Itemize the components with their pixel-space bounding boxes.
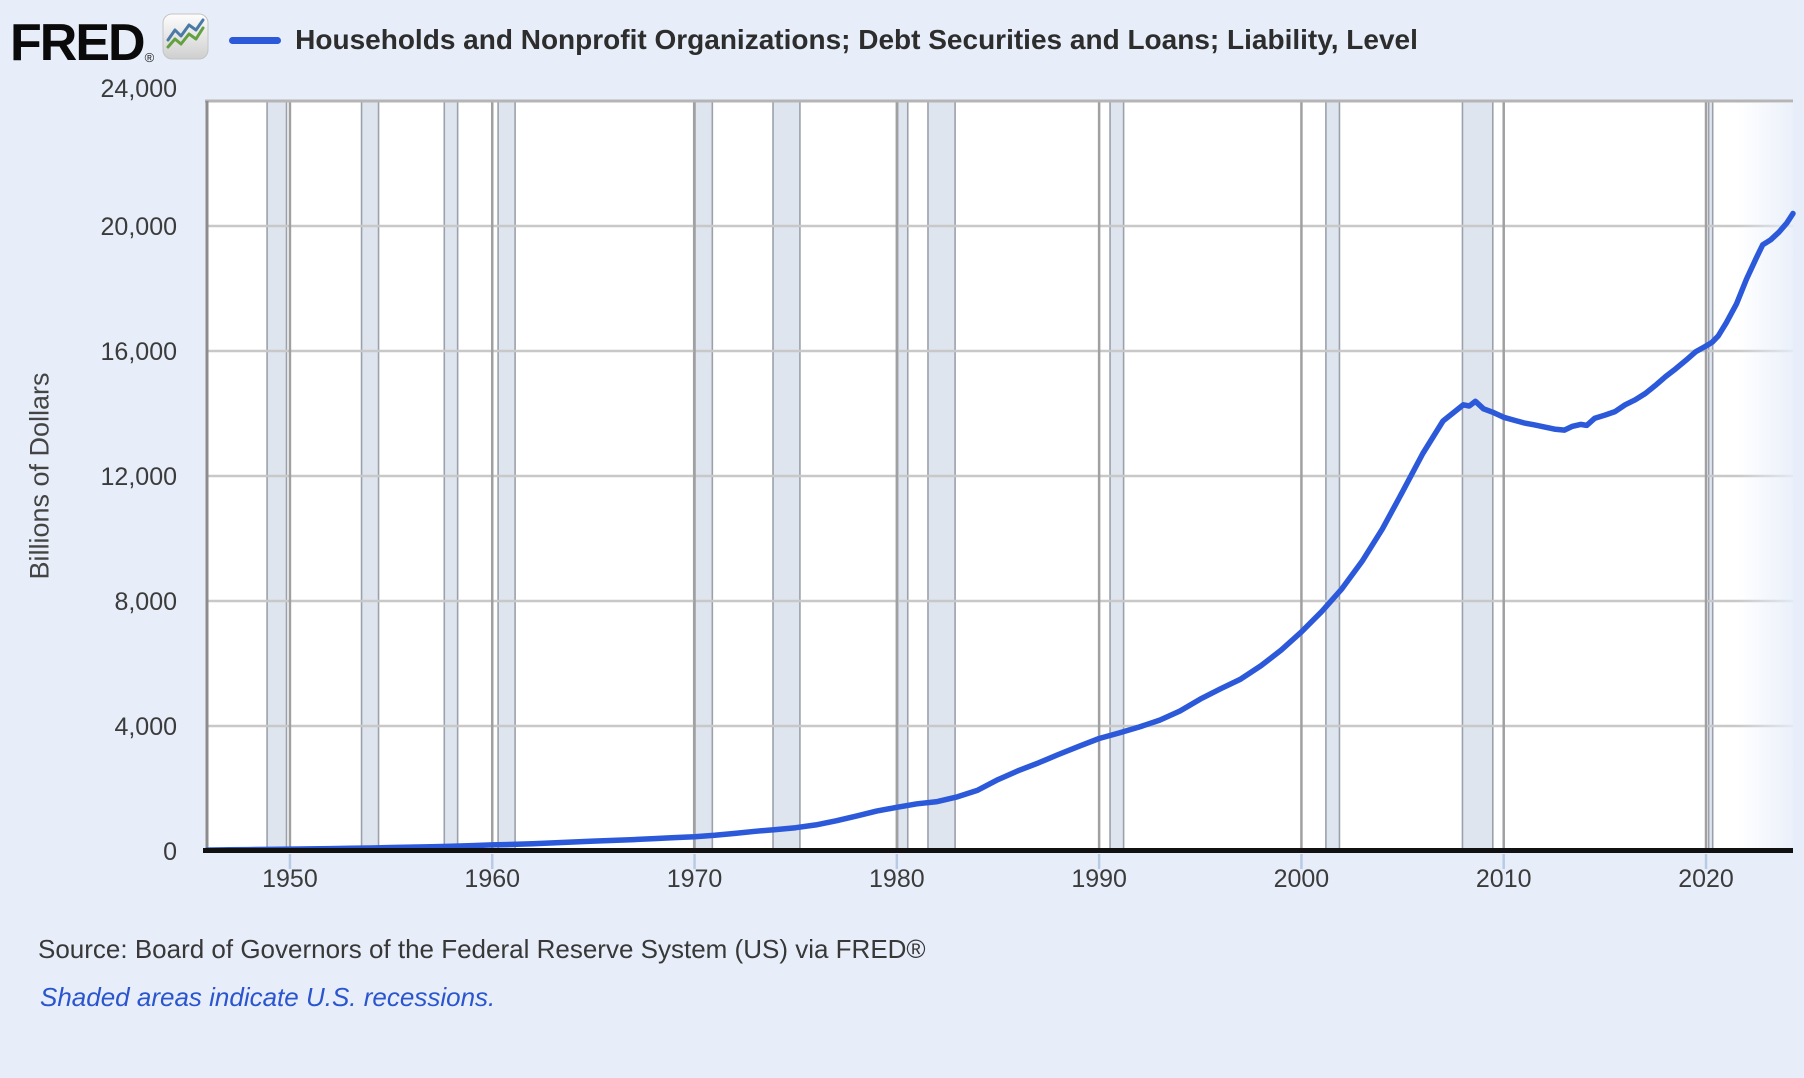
fred-logo-text: FRED bbox=[10, 14, 146, 72]
x-tick-label: 1970 bbox=[667, 865, 723, 893]
y-tick-label: 16,000 bbox=[101, 338, 177, 366]
source-attribution: Source: Board of Governors of the Federa… bbox=[38, 934, 926, 964]
x-tick-label: 1980 bbox=[869, 865, 925, 893]
fred-sparkline-icon bbox=[162, 13, 209, 65]
fred-logo[interactable]: FRED ® bbox=[10, 13, 209, 72]
chart-header: FRED ® Households and Nonprofit Organiza… bbox=[10, 12, 1418, 72]
x-tick-label: 2020 bbox=[1678, 865, 1734, 893]
y-tick-label: 4,000 bbox=[114, 713, 177, 741]
x-tick-label: 1960 bbox=[464, 865, 520, 893]
recession-note: Shaded areas indicate U.S. recessions. bbox=[40, 982, 496, 1012]
x-tick-label: 2010 bbox=[1476, 865, 1532, 893]
y-tick-label: 8,000 bbox=[114, 588, 177, 616]
x-tick-label: 1950 bbox=[262, 865, 318, 893]
plot-right-fade bbox=[1738, 103, 1793, 850]
y-tick-label: 20,000 bbox=[101, 213, 177, 241]
y-tick-label: 12,000 bbox=[101, 463, 177, 491]
x-tick-label: 1990 bbox=[1071, 865, 1127, 893]
x-tick-label: 2000 bbox=[1274, 865, 1330, 893]
series-line bbox=[204, 210, 1796, 853]
chart-title: Households and Nonprofit Organizations; … bbox=[295, 24, 1418, 55]
legend-line-swatch bbox=[229, 36, 282, 44]
registered-trademark: ® bbox=[144, 50, 155, 65]
y-tick-label: 0 bbox=[163, 838, 177, 866]
y-tick-label: 24,000 bbox=[101, 75, 177, 103]
